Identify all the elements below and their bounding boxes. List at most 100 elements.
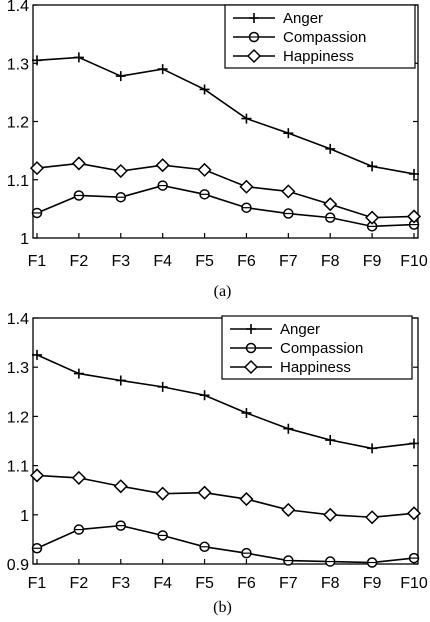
x-tick-label: F8 <box>321 575 340 592</box>
x-tick-label: F4 <box>153 575 172 592</box>
data-point <box>197 485 212 500</box>
series-line <box>36 56 415 175</box>
series-line <box>36 474 415 519</box>
data-point <box>29 468 45 483</box>
y-tick-label: 1.3 <box>7 56 29 73</box>
x-tick-label: F4 <box>153 253 172 270</box>
data-point <box>199 390 210 401</box>
data-point <box>71 470 86 485</box>
y-tick-label: 1.2 <box>7 115 29 132</box>
legend-marker <box>246 324 256 334</box>
y-tick-label: 1.1 <box>7 459 29 476</box>
data-point <box>406 506 422 521</box>
series-anger <box>32 52 419 179</box>
series-line <box>36 354 415 450</box>
data-point <box>32 55 42 66</box>
series-happiness <box>29 156 422 225</box>
x-tick-label: F5 <box>195 575 214 592</box>
legend: Anger Compassion Happiness <box>224 4 416 69</box>
data-point <box>241 407 252 418</box>
x-tick-label: F9 <box>363 253 382 270</box>
y-tick-label: 1.3 <box>7 360 29 377</box>
series-compassion <box>31 180 420 232</box>
data-point <box>157 381 168 392</box>
legend-marker <box>243 359 259 375</box>
data-point <box>115 375 126 386</box>
data-point <box>155 158 170 173</box>
data-point <box>281 502 296 517</box>
data-point <box>365 210 380 225</box>
data-point <box>409 438 419 449</box>
legend-label: Compassion <box>283 29 366 46</box>
legend-label: Happiness <box>283 48 354 65</box>
legend-marker <box>249 13 259 23</box>
data-point <box>113 163 128 179</box>
data-point <box>157 64 168 75</box>
y-tick-label: 1 <box>20 508 29 525</box>
data-point <box>239 179 254 194</box>
data-point <box>113 479 128 494</box>
y-tick-label: 1 <box>20 231 29 248</box>
y-tick-label: 1.1 <box>7 173 29 190</box>
data-point <box>32 349 42 360</box>
x-tick-label: F2 <box>70 575 89 592</box>
data-point <box>115 71 126 82</box>
data-point <box>197 162 212 177</box>
data-point <box>325 143 336 154</box>
x-tick-label: F6 <box>237 253 256 270</box>
data-point <box>155 486 170 501</box>
data-point <box>71 156 86 171</box>
x-tick-label: F3 <box>111 575 130 592</box>
data-point <box>239 491 254 507</box>
x-tick-label: F7 <box>279 253 298 270</box>
x-tick-label: F1 <box>28 253 47 270</box>
data-point <box>325 435 336 446</box>
data-point <box>283 423 294 434</box>
legend-label: Anger <box>280 321 320 338</box>
data-point <box>199 84 210 95</box>
series-anger <box>32 349 419 454</box>
x-tick-label: F7 <box>279 575 298 592</box>
x-tick-label: F1 <box>28 575 47 592</box>
data-point <box>367 443 378 454</box>
data-point <box>283 128 294 139</box>
x-tick-label: F9 <box>363 575 382 592</box>
data-point <box>29 161 45 176</box>
x-tick-label: F3 <box>111 253 130 270</box>
chart-caption: (b) <box>213 599 232 616</box>
chart-caption: (a) <box>214 283 232 300</box>
series-line <box>36 162 415 219</box>
data-point <box>241 113 252 124</box>
x-tick-label: F8 <box>321 253 340 270</box>
legend-marker <box>246 48 262 64</box>
series-line <box>36 184 415 228</box>
y-tick-label: 0.9 <box>7 557 29 574</box>
legend-label: Happiness <box>280 359 351 376</box>
chart-1: 1 1.1 1.2 1.3 1.4 F1 F2 F3 F4 F5 F6 F7 F8 F9 F10 Anger C… <box>7 0 428 300</box>
x-tick-label: F10 <box>400 575 428 592</box>
legend-label: Compassion <box>280 340 363 357</box>
series-line <box>36 524 415 564</box>
data-point <box>73 52 84 63</box>
y-tick-label: 1.4 <box>7 311 29 328</box>
data-point <box>73 368 84 379</box>
data-point <box>406 209 422 224</box>
legend-label: Anger <box>283 10 323 27</box>
data-point <box>409 168 419 179</box>
x-tick-label: F6 <box>237 575 256 592</box>
legend: Anger Compassion Happiness <box>221 315 413 380</box>
y-tick-label: 1.2 <box>7 409 29 426</box>
x-tick-label: F10 <box>400 253 428 270</box>
data-point <box>323 507 338 522</box>
data-point <box>323 197 338 212</box>
series-happiness <box>29 468 422 525</box>
series-compassion <box>31 520 420 568</box>
data-point <box>367 161 378 172</box>
data-point <box>365 510 380 525</box>
x-tick-label: F2 <box>70 253 89 270</box>
chart-2: 0.9 1 1.1 1.2 1.3 1.4 F1 F2 F3 F4 F5 F6 F7 F8 F9 F10 Ang… <box>7 311 428 616</box>
y-tick-label: 1.4 <box>7 0 29 15</box>
data-point <box>281 184 296 199</box>
x-tick-label: F5 <box>195 253 214 270</box>
